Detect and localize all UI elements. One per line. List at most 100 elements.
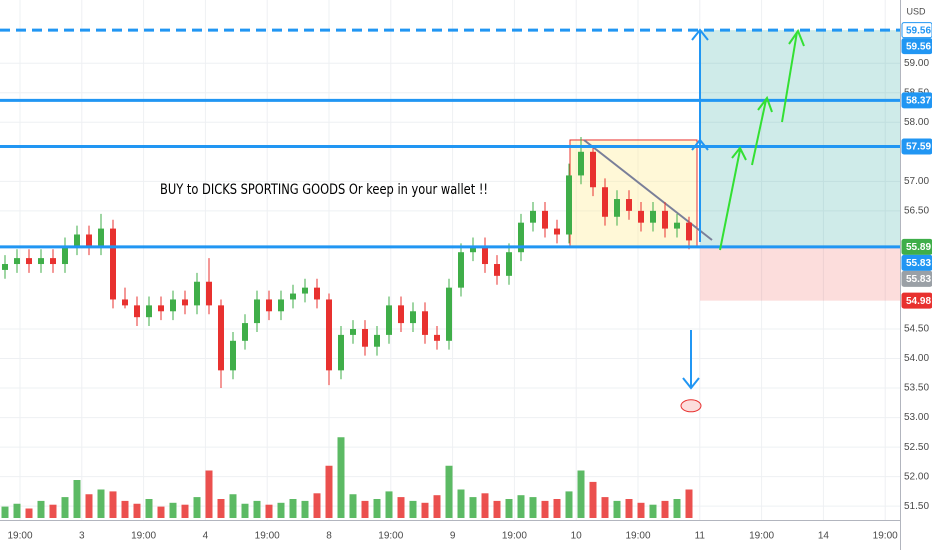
candle-body	[674, 222, 680, 229]
x-tick-label: 9	[450, 531, 456, 542]
volume-bar	[325, 465, 333, 518]
y-tick-label: 54.50	[904, 324, 929, 335]
volume-bar	[169, 502, 177, 518]
x-tick-label: 19:00	[502, 531, 527, 542]
volume-bar	[517, 495, 525, 518]
price-badge-label: 57.59	[906, 142, 931, 153]
volume-bar	[1, 506, 9, 518]
x-tick-label: 19:00	[625, 531, 650, 542]
volume-bar	[193, 497, 201, 518]
volume-bar	[481, 493, 489, 518]
volume-bar	[229, 494, 237, 518]
price-badge	[901, 292, 932, 309]
candle-body	[662, 210, 668, 229]
y-tick-label: 59.00	[904, 58, 929, 69]
candle-body	[362, 328, 368, 347]
volume-bar	[601, 497, 609, 518]
volume-bar	[121, 500, 129, 518]
volume-bar	[469, 497, 477, 518]
volume-bar	[685, 489, 693, 518]
target-marker	[680, 399, 702, 413]
grid	[0, 0, 900, 520]
candle-body	[566, 175, 572, 235]
x-tick-label: 19:00	[378, 531, 403, 542]
candle-body	[146, 305, 152, 318]
candle-body	[14, 258, 20, 265]
x-tick-label: 4	[203, 531, 209, 542]
x-tick-label: 8	[326, 531, 332, 542]
candle-body	[230, 340, 236, 371]
volume-bar	[457, 489, 465, 518]
x-tick-label: 19:00	[131, 531, 156, 542]
candle-body	[350, 328, 356, 335]
volume-bar	[265, 504, 273, 518]
volume-bar	[445, 465, 453, 518]
annotation: BUY to DICKS SPORTING GOODS Or keep in y…	[160, 182, 488, 198]
volume-bar	[13, 503, 21, 518]
arrow	[751, 95, 773, 166]
candle-body	[302, 287, 308, 294]
candle-body	[314, 287, 320, 300]
volume-bar	[577, 470, 585, 518]
volume-bar	[37, 500, 45, 518]
candle-body	[470, 246, 476, 253]
volume-bar	[637, 502, 645, 518]
candle-body	[590, 151, 596, 188]
volume-bar	[409, 500, 417, 518]
x-tick-label: 19:00	[749, 531, 774, 542]
candle-body	[434, 334, 440, 341]
candle-body	[278, 299, 284, 312]
volume-bar	[397, 497, 405, 518]
y-tick-label: 56.50	[904, 206, 929, 217]
volume-bar	[349, 494, 357, 518]
volume-bar	[157, 506, 165, 518]
candle-body	[518, 222, 524, 253]
volume-bar	[277, 502, 285, 518]
candle-body	[266, 299, 272, 312]
volume-bar	[673, 499, 681, 518]
price-badge	[901, 254, 932, 271]
volume-bar	[145, 499, 153, 518]
candle-body	[446, 287, 452, 341]
volume-bar	[541, 500, 549, 518]
volume-bar	[433, 495, 441, 518]
volume-bar	[109, 491, 117, 518]
candle-body	[374, 334, 380, 347]
candle-body	[86, 234, 92, 247]
volume-bar	[553, 499, 561, 518]
candle-body	[638, 210, 644, 223]
price-badge-label: 54.98	[906, 296, 931, 307]
plot-area	[0, 28, 900, 518]
candle-body	[2, 264, 8, 270]
volume-bar	[205, 470, 213, 518]
volume-bar	[625, 499, 633, 518]
candle-body	[542, 210, 548, 229]
candle-body	[410, 311, 416, 324]
volume-bar	[421, 502, 429, 518]
candle-body	[398, 305, 404, 324]
volume-bar	[589, 481, 597, 518]
price-badge-label: 58.37	[906, 96, 931, 107]
price-badge	[901, 92, 932, 109]
price-badge-label: 59.56	[906, 41, 931, 52]
candle-body	[182, 299, 188, 306]
candle-body	[338, 334, 344, 371]
volume-bar	[493, 500, 501, 518]
candle-body	[62, 246, 68, 265]
candle-body	[422, 311, 428, 335]
arrow	[682, 330, 700, 390]
x-tick-label: 3	[79, 531, 85, 542]
y-tick-label: 52.50	[904, 442, 929, 453]
volume-bar	[241, 503, 249, 518]
x-tick-label: 10	[571, 531, 583, 542]
volume-bar	[181, 504, 189, 518]
x-tick-label: 19:00	[7, 531, 32, 542]
y-tick-label: 58.00	[904, 117, 929, 128]
candle-body	[650, 210, 656, 223]
candle-body	[530, 210, 536, 223]
x-tick-label: 14	[818, 531, 830, 542]
price-badge	[901, 238, 932, 255]
candle-body	[218, 305, 224, 371]
candle-body	[158, 305, 164, 312]
